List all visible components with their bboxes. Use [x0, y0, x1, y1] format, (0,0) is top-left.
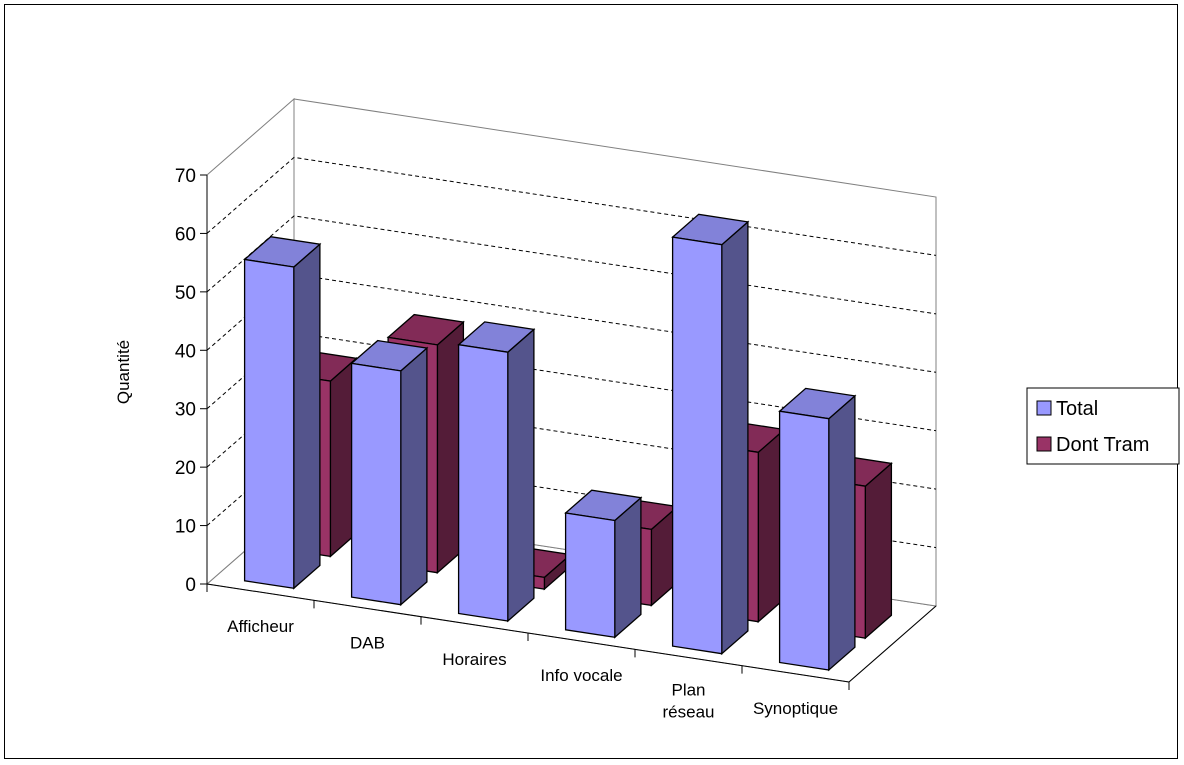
- y-tick-label: 20: [175, 458, 196, 479]
- x-tick-label: DAB: [350, 634, 385, 653]
- bar-side-total: [721, 220, 749, 656]
- bar-side-dont-tram: [864, 461, 893, 640]
- bar-total: [671, 236, 723, 655]
- bar-side-total: [400, 346, 428, 607]
- legend-label-dont-tram: Dont Tram: [1056, 434, 1149, 456]
- bar-side-total: [293, 242, 321, 590]
- legend-swatch-total: [1036, 400, 1052, 416]
- y-tick-label: 10: [175, 517, 196, 538]
- legend-label-total: Total: [1056, 398, 1098, 420]
- legend-box: [1026, 387, 1180, 465]
- bar-side-total: [614, 496, 642, 639]
- y-tick-label: 50: [175, 283, 196, 304]
- y-tick-label: 30: [175, 400, 196, 421]
- y-tick-label: 40: [175, 341, 196, 362]
- y-tick-label: 0: [185, 575, 196, 596]
- legend-swatch-dont-tram: [1036, 436, 1052, 452]
- bar-total: [564, 512, 616, 639]
- x-axis-depth-edge: [848, 605, 937, 683]
- x-tick-label: Afficheur: [227, 617, 294, 636]
- x-tick-label: Synoptique: [753, 699, 838, 718]
- bar-total: [350, 362, 402, 606]
- bar-side-total: [507, 327, 535, 623]
- x-tick-label: Horaires: [442, 650, 506, 669]
- x-tick-label: Info vocale: [540, 666, 622, 685]
- bar-total: [243, 258, 295, 590]
- y-tick-label: 70: [175, 166, 196, 187]
- bar-side-total: [828, 394, 856, 672]
- x-tick-label: Plan: [671, 681, 705, 700]
- y-axis-title: Quantité: [114, 340, 133, 404]
- x-tick-label: réseau: [663, 703, 715, 722]
- bar-total: [778, 410, 830, 671]
- y-tick-label: 60: [175, 224, 196, 245]
- bar-total: [457, 343, 509, 622]
